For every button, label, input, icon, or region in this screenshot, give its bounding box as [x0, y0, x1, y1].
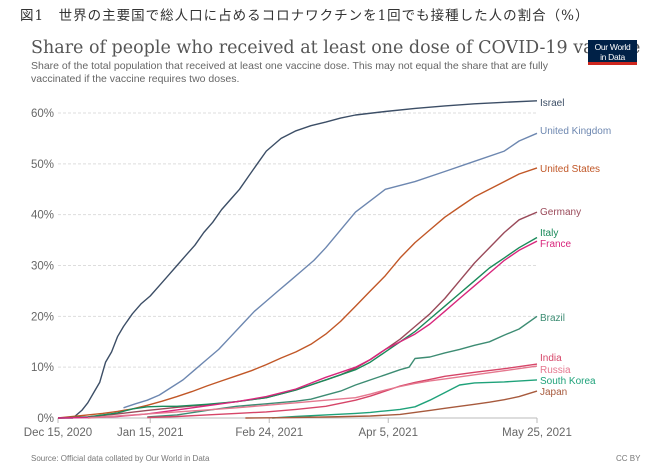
series-label-france: France [540, 239, 572, 250]
x-tick-label: Feb 24, 2021 [235, 427, 303, 439]
series-label-brazil: Brazil [540, 313, 565, 324]
series-lines [57, 100, 538, 419]
series-label-germany: Germany [540, 207, 581, 218]
series-line-russia [87, 365, 538, 419]
x-tick-label: Apr 5, 2021 [359, 427, 418, 439]
chart-title: Share of people who received at least on… [31, 38, 641, 58]
series-label-italy: Italy [540, 228, 558, 239]
series-line-germany [57, 211, 538, 419]
series-line-france [57, 240, 538, 419]
series-label-united-states: United States [540, 164, 600, 175]
license-link[interactable]: CC BY [616, 454, 641, 463]
x-tick-label: Jan 15, 2021 [117, 427, 184, 439]
series-line-italy [57, 236, 538, 419]
series-label-japan: Japan [540, 387, 567, 398]
series-labels: Israel United Kingdom United States Germany… [540, 98, 611, 398]
series-line-japan [245, 390, 538, 419]
series-label-india: India [540, 353, 562, 364]
x-axis: Dec 15, 2020 Jan 15, 2021 Feb 24, 2021 Apr … [24, 418, 572, 439]
y-tick-label: 40% [31, 210, 54, 222]
source-note: Source: Official data collated by Our Wo… [31, 454, 210, 463]
series-label-united-kingdom: United Kingdom [540, 126, 611, 137]
y-tick-label: 50% [31, 159, 54, 171]
y-axis-ticks: 0% 10% 20% 30% 40% 50% 60% [31, 108, 54, 425]
series-label-israel: Israel [540, 98, 564, 109]
x-tick-label: May 25, 2021 [502, 427, 572, 439]
series-label-south-korea: South Korea [540, 376, 596, 387]
y-tick-label: 20% [31, 311, 54, 323]
y-tick-label: 30% [31, 261, 54, 273]
x-tick-label: Dec 15, 2020 [24, 427, 92, 439]
chart-subtitle: Share of the total population that recei… [31, 60, 548, 85]
owid-logo[interactable]: Our World in Data [588, 40, 637, 65]
series-line-united-kingdom [123, 132, 538, 409]
series-line-israel [58, 100, 538, 419]
y-tick-label: 0% [37, 413, 54, 425]
series-line-brazil [147, 315, 538, 418]
logo-line-2: in Data [600, 52, 625, 62]
figure-caption: 図1 世界の主要国で総人口に占めるコロナワクチンを1回でも接種した人の割合（%） [20, 8, 590, 24]
logo-line-1: Our World [594, 42, 631, 52]
series-label-russia: Russia [540, 365, 571, 376]
grid-lines [58, 112, 537, 419]
y-tick-label: 60% [31, 108, 54, 120]
series-line-india [147, 363, 538, 419]
y-tick-label: 10% [31, 362, 54, 374]
series-line-south-korea [272, 379, 538, 419]
